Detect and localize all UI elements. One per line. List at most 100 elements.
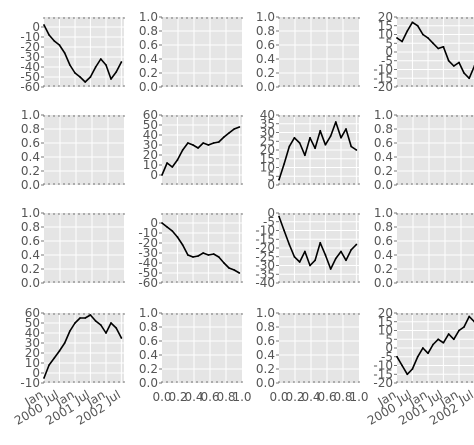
data-point xyxy=(309,264,311,267)
data-point xyxy=(238,272,241,274)
data-point xyxy=(166,226,168,228)
x-tick-label: 0.6 xyxy=(317,390,336,404)
y-tick-label: -5 xyxy=(263,215,275,229)
data-point xyxy=(463,326,465,328)
y-tick-label: 0 xyxy=(150,216,158,230)
y-tick-label: 0.2 xyxy=(139,362,158,376)
plot-area xyxy=(162,313,242,383)
data-point xyxy=(406,373,409,376)
data-point xyxy=(421,347,424,349)
y-tick-label: 15 xyxy=(378,315,393,329)
y-tick-label: -25 xyxy=(255,250,275,264)
y-tick-label: 40 xyxy=(25,326,40,340)
y-tick-label: -20 xyxy=(255,241,275,255)
y-tick-label: 40 xyxy=(143,128,158,142)
plot-area xyxy=(44,115,124,185)
data-point xyxy=(120,337,123,339)
x-tick-label: 1.0 xyxy=(349,390,368,404)
y-tick-label: 0.2 xyxy=(256,362,275,376)
y-tick-label: 1.0 xyxy=(256,306,275,320)
data-point xyxy=(309,136,311,139)
data-point xyxy=(452,338,455,341)
x-tick-label: 0.2 xyxy=(168,390,187,404)
data-point xyxy=(228,267,230,269)
y-tick-label: 35 xyxy=(260,117,275,131)
y-tick-label: 0.6 xyxy=(256,38,275,52)
data-point xyxy=(110,78,112,80)
y-tick-label: 0.0 xyxy=(21,178,40,192)
y-tick-label: -10 xyxy=(255,224,275,238)
data-point xyxy=(99,58,102,60)
data-point xyxy=(288,145,291,148)
y-tick-label: 15 xyxy=(260,152,275,166)
data-point xyxy=(192,144,194,146)
y-tick-label: 0.4 xyxy=(21,248,40,262)
data-point xyxy=(223,262,225,264)
y-tick-label: -20 xyxy=(20,40,40,54)
data-point xyxy=(437,338,440,341)
data-point xyxy=(406,30,409,32)
data-point xyxy=(468,77,471,80)
y-tick-label: 0.0 xyxy=(21,276,40,290)
x-tick-label: Jul xyxy=(424,387,444,407)
data-point xyxy=(202,142,205,144)
data-point xyxy=(396,355,398,358)
data-point xyxy=(416,24,419,27)
data-point xyxy=(447,59,450,62)
data-point xyxy=(217,141,220,143)
data-point xyxy=(458,61,460,64)
y-tick-label: 10 xyxy=(143,158,158,172)
data-point xyxy=(350,145,353,148)
data-point xyxy=(110,322,112,324)
series-line xyxy=(43,314,123,379)
y-tick-label: 0 xyxy=(150,168,158,182)
data-point xyxy=(283,229,285,232)
data-point xyxy=(442,341,445,344)
y-tick-label: 1.0 xyxy=(21,108,40,122)
y-tick-label: 0.4 xyxy=(374,150,393,164)
y-tick-label: 10 xyxy=(378,324,393,338)
data-point xyxy=(340,136,342,139)
y-tick-label: 0.6 xyxy=(21,136,40,150)
series-line xyxy=(396,21,474,80)
subplot-r2-c2: 0-5-10-15-20-25-30-35-40 xyxy=(255,206,360,290)
data-point xyxy=(340,250,342,253)
data-point xyxy=(68,330,71,332)
data-point xyxy=(212,253,215,255)
y-tick-label: -10 xyxy=(373,359,393,373)
data-point xyxy=(207,254,210,256)
data-point xyxy=(278,178,280,181)
x-tick-label: 1.0 xyxy=(232,390,251,404)
data-point xyxy=(84,317,87,319)
y-tick-label: 0.6 xyxy=(374,234,393,248)
data-point xyxy=(115,327,118,329)
y-tick-label: -15 xyxy=(373,367,393,381)
y-tick-label: 0.0 xyxy=(374,178,393,192)
y-tick-label: 0.2 xyxy=(21,262,40,276)
y-tick-label: -50 xyxy=(138,266,158,280)
y-tick-label: 0.0 xyxy=(139,80,158,94)
data-point xyxy=(355,243,358,246)
subplot-r3-c2: 1.00.80.60.40.20.00.00.20.40.60.81.0 xyxy=(256,306,369,404)
series-line xyxy=(161,222,240,274)
y-tick-label: 30 xyxy=(260,126,275,140)
y-tick-label: -5 xyxy=(381,54,393,68)
data-point xyxy=(120,61,123,63)
y-tick-label: -30 xyxy=(255,259,275,273)
y-tick-label: 0.2 xyxy=(374,262,393,276)
data-point xyxy=(53,40,56,42)
y-tick-label: 0.6 xyxy=(256,334,275,348)
series-line xyxy=(43,24,123,83)
y-tick-label: 25 xyxy=(260,134,275,148)
x-tick-label: 0.8 xyxy=(333,390,352,404)
y-tick-label: -30 xyxy=(20,50,40,64)
data-point xyxy=(63,342,66,344)
y-tick-label: 0.4 xyxy=(256,348,275,362)
data-point xyxy=(186,142,189,144)
y-tick-label: -10 xyxy=(20,30,40,44)
y-tick-label: 0.2 xyxy=(256,66,275,80)
y-tick-label: 20 xyxy=(378,306,393,320)
y-tick-label: -40 xyxy=(255,276,275,290)
